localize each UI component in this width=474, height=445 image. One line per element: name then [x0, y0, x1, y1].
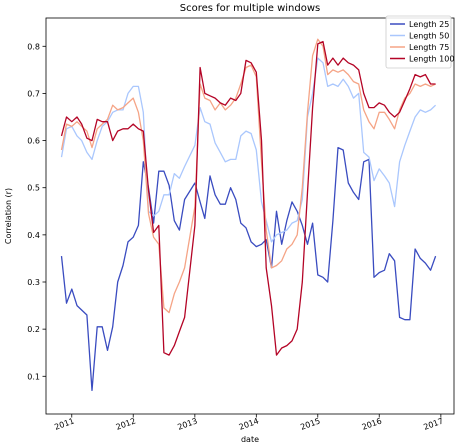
y-tick-label: 0.7 [27, 89, 40, 98]
x-axis-label: date [241, 435, 259, 444]
x-tick-label: 2015 [299, 416, 321, 431]
y-tick-label: 0.8 [27, 42, 40, 51]
y-tick-label: 0.4 [27, 231, 40, 240]
y-tick-label: 0.3 [27, 278, 40, 287]
x-tick-label: 2013 [176, 416, 198, 431]
legend-label: Length 75 [409, 43, 449, 52]
legend-box [385, 15, 452, 69]
x-tick-label: 2017 [422, 416, 444, 431]
legend-label: Length 25 [409, 20, 449, 29]
x-axis: 2011 2012 2013 2014 2015 2016 2017 [53, 414, 445, 432]
y-axis: 0.1 0.2 0.3 0.4 0.5 0.6 0.7 0.8 [27, 42, 46, 381]
x-tick-label: 2016 [361, 416, 383, 431]
plot-frame [45, 17, 455, 415]
series-line-length-25 [60, 146, 437, 392]
x-tick-label: 2011 [53, 416, 75, 431]
y-tick-label: 0.1 [27, 372, 40, 381]
series-line-length-100 [60, 40, 436, 356]
legend-label: Length 100 [409, 55, 454, 64]
legend-label: Length 50 [409, 32, 449, 41]
y-tick-label: 0.5 [27, 184, 40, 193]
plot-area [60, 38, 437, 392]
y-tick-label: 0.6 [27, 137, 40, 146]
y-tick-label: 0.2 [27, 325, 40, 334]
series-line-length-50 [60, 57, 437, 243]
x-tick-label: 2014 [238, 416, 260, 431]
series-line-length-75 [60, 38, 436, 314]
x-tick-label: 2012 [115, 416, 137, 431]
legend: Length 25 Length 50 Length 75 Length 100 [385, 15, 454, 69]
y-axis-label: Correlation (r) [4, 188, 13, 244]
chart-title: Scores for multiple windows [180, 3, 321, 14]
